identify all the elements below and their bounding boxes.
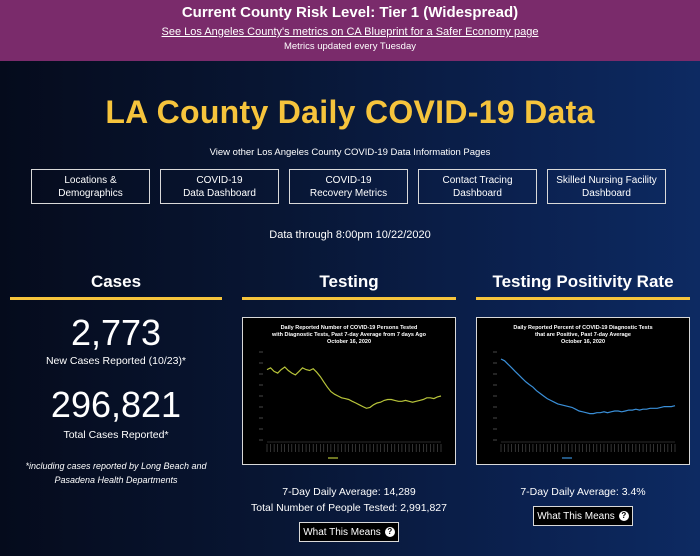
- subnav-label: View other Los Angeles County COVID-19 D…: [209, 147, 491, 158]
- nav-label-line: Locations &: [64, 174, 117, 186]
- button-label: What This Means: [537, 510, 615, 522]
- risk-level-title: Current County Risk Level: Tier 1 (Wides…: [181, 4, 519, 21]
- positivity-chart-plot: [493, 351, 676, 459]
- cases-footnote: *including cases reported by Long Beach …: [25, 461, 207, 485]
- nav-skilled-nursing-button[interactable]: Skilled Nursing Facility Dashboard: [547, 169, 666, 204]
- nav-label-line: COVID-19: [196, 174, 243, 186]
- nav-label-line: Recovery Metrics: [309, 187, 388, 199]
- cases-heading: Cases: [90, 272, 142, 291]
- metrics-update-note: Metrics updated every Tuesday: [283, 41, 416, 52]
- positivity-chart-title: Daily Reported Percent of COVID-19 Diagn…: [477, 325, 689, 346]
- testing-what-this-means-button[interactable]: What This Means?: [299, 522, 399, 542]
- nav-label-line: Demographics: [58, 187, 123, 199]
- testing-chart-title: Daily Reported Number of COVID-19 Person…: [243, 325, 455, 346]
- nav-label-line: COVID-19: [325, 174, 372, 186]
- nav-locations-demographics-button[interactable]: Locations & Demographics: [31, 169, 150, 204]
- chart-title-line: with Diagnostic Tests, Past 7-day Averag…: [272, 332, 426, 338]
- data-as-of: Data through 8:00pm 10/22/2020: [269, 229, 431, 241]
- chart-title-line: Daily Reported Number of COVID-19 Person…: [280, 325, 418, 331]
- nav-recovery-metrics-button[interactable]: COVID-19 Recovery Metrics: [289, 169, 408, 204]
- total-cases-label: Total Cases Reported*: [63, 429, 169, 441]
- nav-contact-tracing-button[interactable]: Contact Tracing Dashboard: [418, 169, 537, 204]
- risk-level-banner: Current County Risk Level: Tier 1 (Wides…: [0, 0, 700, 61]
- testing-total-tested: Total Number of People Tested: 2,991,827: [251, 502, 447, 514]
- nav-label-line: Contact Tracing: [442, 174, 513, 186]
- page-title: LA County Daily COVID-19 Data: [105, 94, 595, 130]
- chart-title-line: October 16, 2020: [560, 339, 606, 345]
- question-circle-icon: ?: [384, 527, 395, 537]
- button-label: What This Means: [303, 526, 381, 538]
- nav-label-line: Dashboard: [582, 187, 631, 199]
- testing-7day-average: 7-Day Daily Average: 14,289: [282, 486, 416, 498]
- nav-label-line: Data Dashboard: [183, 187, 256, 199]
- total-cases-value: 296,821: [50, 384, 182, 425]
- nav-label-line: Skilled Nursing Facility: [556, 174, 657, 186]
- new-cases-value: 2,773: [70, 312, 162, 353]
- new-cases-label: New Cases Reported (10/23)*: [45, 355, 187, 367]
- testing-chart-plot: [259, 351, 442, 459]
- positivity-what-this-means-button[interactable]: What This Means?: [533, 506, 633, 526]
- ca-blueprint-link[interactable]: See Los Angeles County's metrics on CA B…: [161, 26, 539, 38]
- testing-chart[interactable]: Daily Reported Number of COVID-19 Person…: [242, 317, 456, 465]
- question-circle-icon: ?: [618, 511, 629, 521]
- testing-series-line: [266, 366, 442, 409]
- positivity-heading: Testing Positivity Rate: [492, 272, 674, 291]
- testing-heading: Testing: [319, 272, 379, 291]
- nav-label-line: Dashboard: [453, 187, 502, 199]
- testing-divider: [242, 297, 456, 300]
- positivity-chart[interactable]: Daily Reported Percent of COVID-19 Diagn…: [476, 317, 690, 465]
- nav-data-dashboard-button[interactable]: COVID-19 Data Dashboard: [160, 169, 279, 204]
- cases-divider: [10, 297, 222, 300]
- positivity-divider: [476, 297, 690, 300]
- positivity-7day-average: 7-Day Daily Average: 3.4%: [520, 486, 646, 498]
- positivity-series-line: [500, 358, 676, 415]
- chart-title-line: October 16, 2020: [326, 339, 372, 345]
- chart-title-line: that are Positive, Past 7-day Average: [535, 332, 631, 338]
- chart-title-line: Daily Reported Percent of COVID-19 Diagn…: [513, 325, 653, 331]
